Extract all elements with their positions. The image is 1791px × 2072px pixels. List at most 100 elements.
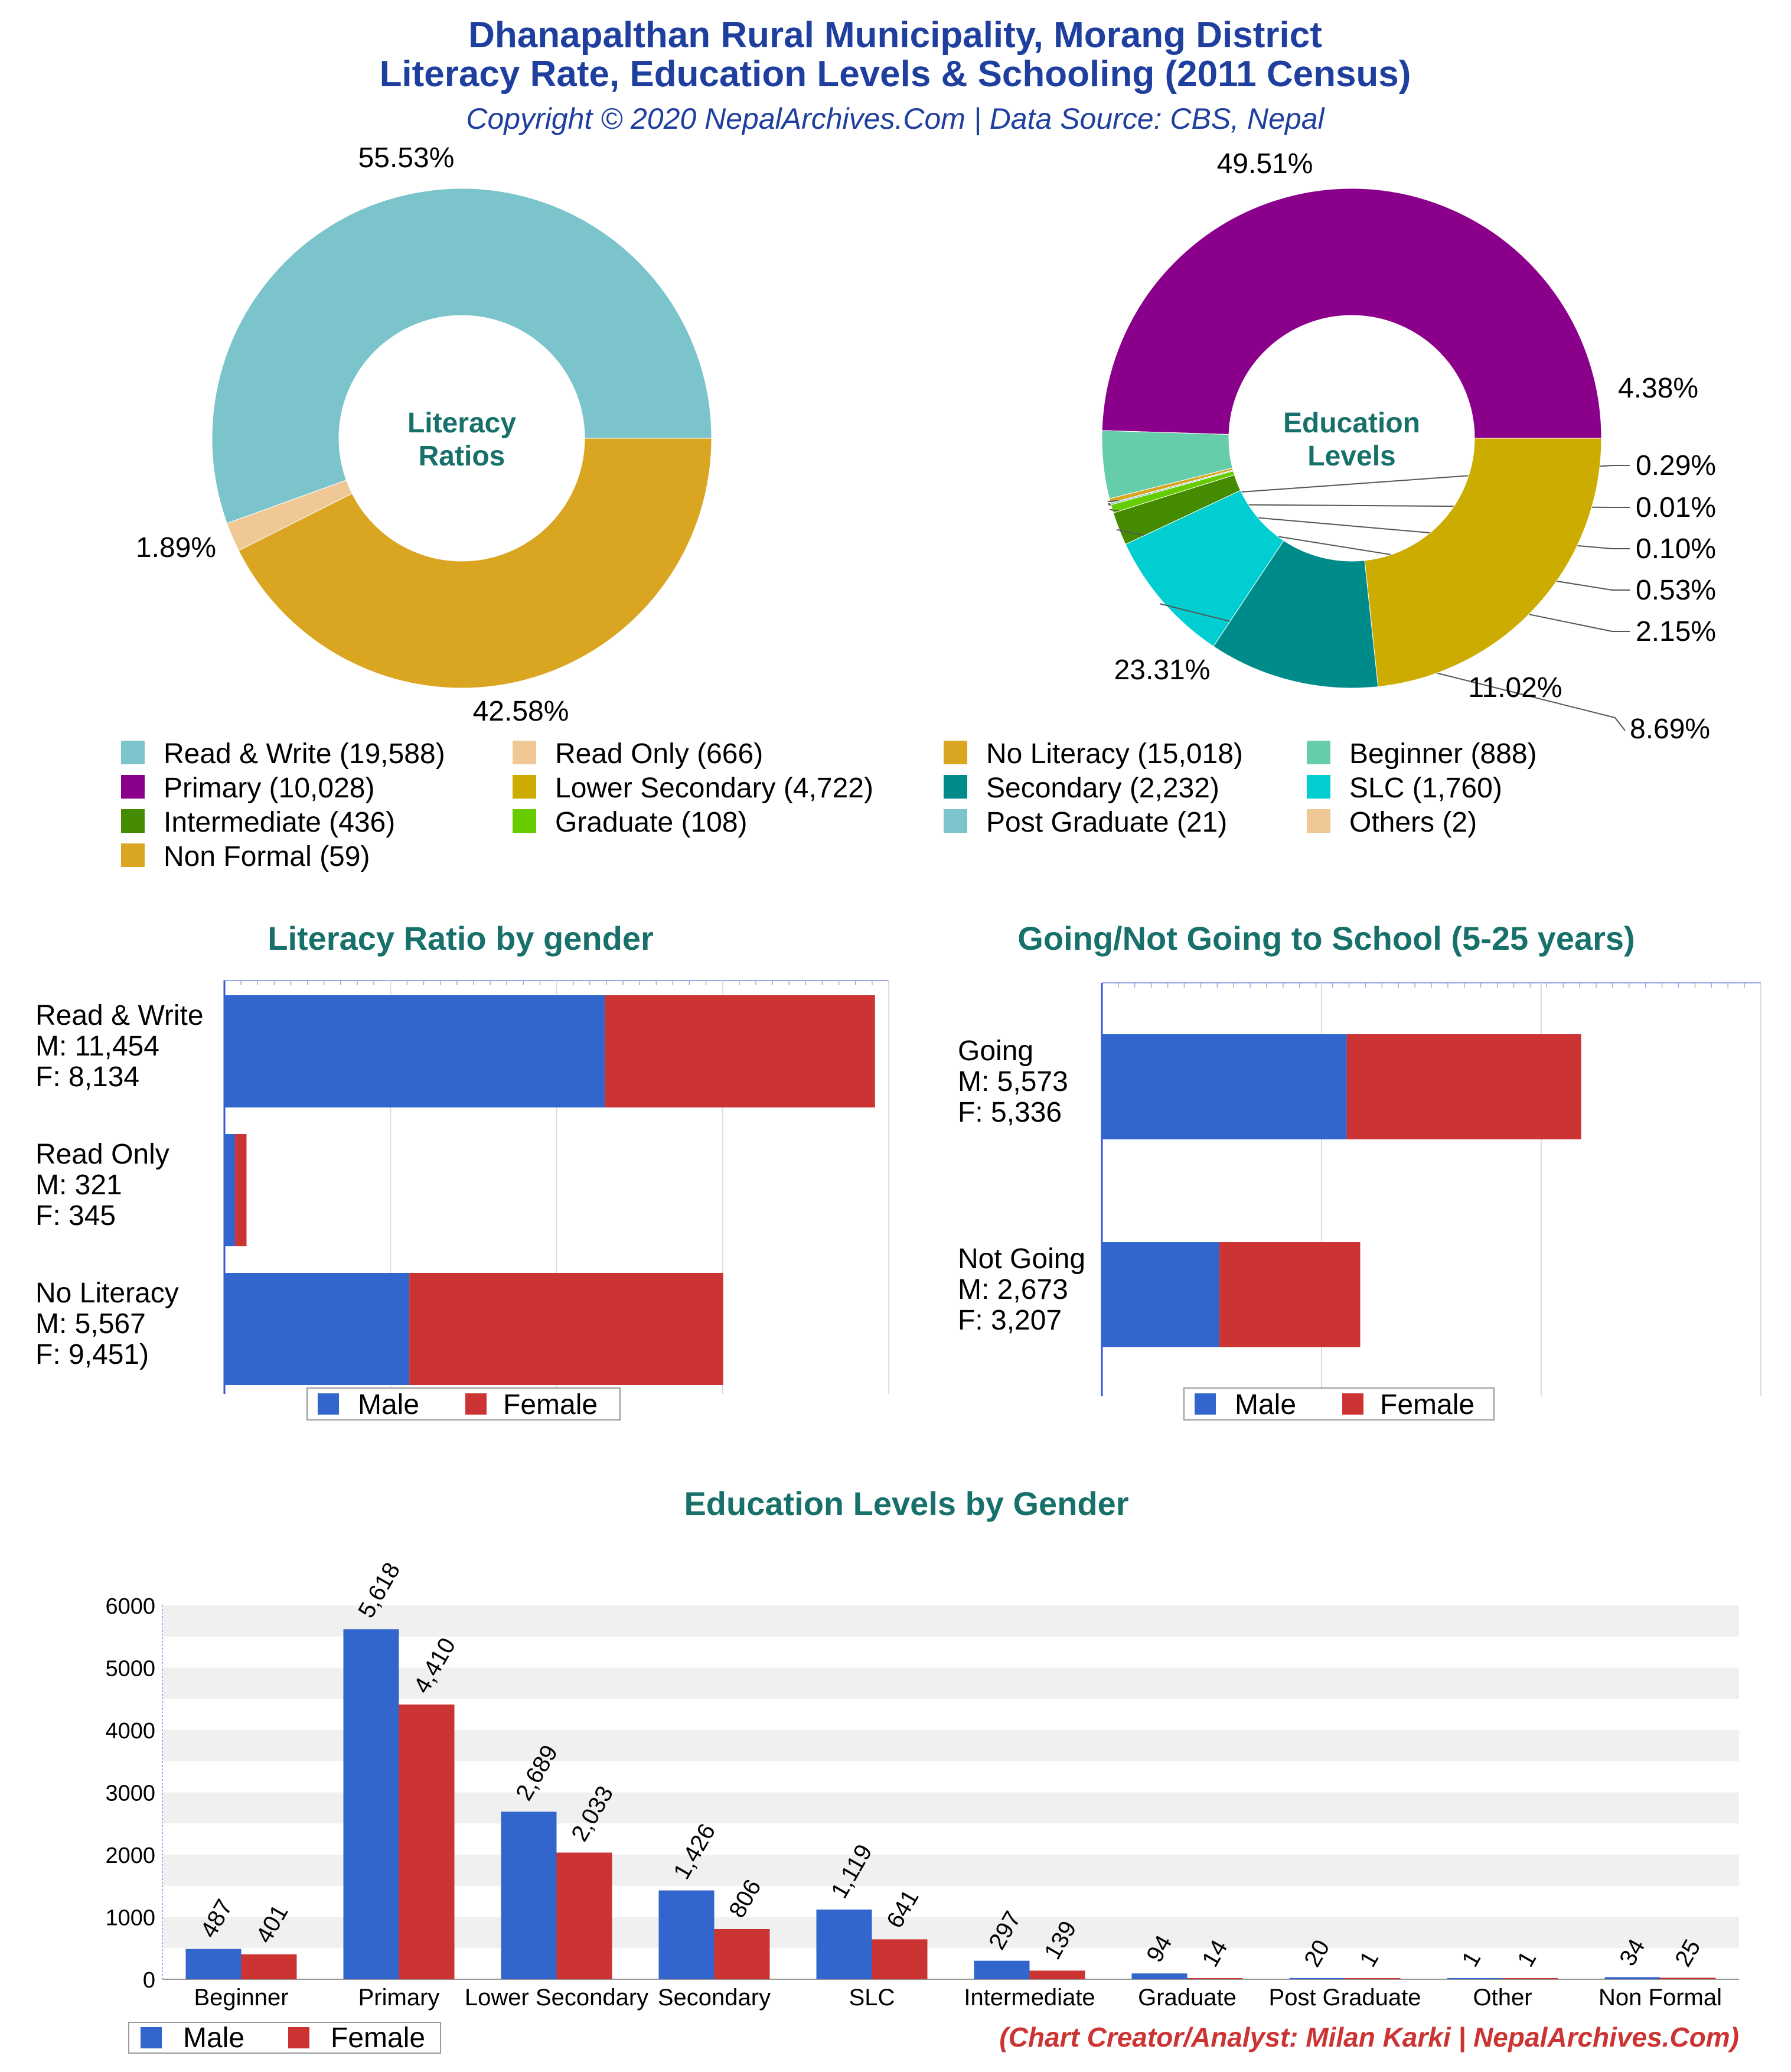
category-label: M: 5,567 xyxy=(35,1308,146,1340)
bar-female xyxy=(1345,1978,1401,1979)
percent-label: 0.01% xyxy=(1636,492,1716,523)
legend-label: Read Only (666) xyxy=(555,738,763,770)
legend-label: Others (2) xyxy=(1349,807,1477,838)
bar-female xyxy=(556,1852,612,1979)
legend-box xyxy=(128,2022,441,2054)
category-label: F: 8,134 xyxy=(35,1061,139,1093)
legend-swatch xyxy=(944,775,967,799)
percent-label: 49.51% xyxy=(1217,148,1313,180)
category-label: No Literacy xyxy=(35,1278,179,1309)
bar-male xyxy=(1102,1034,1347,1139)
bar-male xyxy=(224,995,605,1107)
copyright-line: Copyright © 2020 NepalArchives.Com | Dat… xyxy=(466,102,1325,136)
percent-label: 42.58% xyxy=(473,696,569,727)
category-label: M: 321 xyxy=(35,1169,122,1201)
y-tick-label: 2000 xyxy=(105,1843,155,1868)
x-tick-label: Lower Secondary xyxy=(465,1985,648,2011)
bar-male xyxy=(1289,1977,1345,1979)
legend-swatch xyxy=(513,741,536,764)
category-label: Not Going xyxy=(958,1243,1085,1275)
legend-label: SLC (1,760) xyxy=(1349,773,1502,804)
grid-band xyxy=(162,1667,1739,1699)
bar-male xyxy=(1131,1973,1188,1979)
legend-swatch xyxy=(513,809,536,833)
legend-swatch xyxy=(513,775,536,799)
x-tick-label: SLC xyxy=(849,1985,895,2011)
legend-label: Lower Secondary (4,722) xyxy=(555,773,873,804)
y-tick-label: 1000 xyxy=(105,1906,155,1931)
percent-label: 0.10% xyxy=(1636,533,1716,565)
donut-center-label: Levels xyxy=(1307,441,1395,472)
gender-legend: Male Female xyxy=(128,2022,441,2054)
x-tick-label: Intermediate xyxy=(964,1985,1095,2011)
percent-label: 1.89% xyxy=(136,532,216,563)
percent-label: 8.69% xyxy=(1630,714,1710,745)
bar-male xyxy=(224,1134,236,1246)
percent-label: 2.15% xyxy=(1636,616,1716,647)
category-label: F: 3,207 xyxy=(958,1305,1062,1336)
legend-swatch xyxy=(288,2027,309,2048)
grid-band xyxy=(162,1636,1739,1668)
school-going-title: Going/Not Going to School (5-25 years) xyxy=(1017,920,1635,957)
bar-female xyxy=(1187,1978,1243,1979)
x-tick-label: Beginner xyxy=(194,1985,288,2011)
bar-male xyxy=(816,1909,872,1979)
legend-label: Male xyxy=(358,1389,419,1421)
legend-label: Post Graduate (21) xyxy=(986,807,1227,838)
x-tick-label: Non Formal xyxy=(1598,1985,1722,2011)
category-label: Read Only xyxy=(35,1139,169,1170)
donut-center-label: Ratios xyxy=(419,441,505,472)
education-by-gender-title: Education Levels by Gender xyxy=(684,1485,1128,1522)
percent-label: 0.29% xyxy=(1636,450,1716,481)
legend-label: Beginner (888) xyxy=(1349,738,1537,770)
legend-swatch xyxy=(121,741,145,764)
x-tick-label: Primary xyxy=(358,1985,440,2011)
percent-label: 4.38% xyxy=(1618,373,1698,404)
bar-male xyxy=(343,1629,399,1979)
legend-box xyxy=(306,1387,621,1421)
bar-male xyxy=(974,1960,1030,1979)
legend-label: Intermediate (436) xyxy=(164,807,395,838)
bar-female xyxy=(872,1939,928,1979)
bar-male xyxy=(185,1949,242,1979)
y-tick-label: 6000 xyxy=(105,1594,155,1619)
education-levels-donut: 49.51% 4.38% 0.29% 0.01% 0.10% 0.53% 2.15% 8.69… xyxy=(1101,148,1716,745)
leader-line xyxy=(1107,465,1630,503)
category-label: Read & Write xyxy=(35,1000,204,1031)
y-tick-label: 4000 xyxy=(105,1719,155,1744)
donut-slice xyxy=(1213,540,1379,689)
leader-line xyxy=(1108,503,1630,508)
bar-female xyxy=(1502,1978,1558,1979)
category-label: M: 2,673 xyxy=(958,1274,1068,1305)
grid-band xyxy=(162,1605,1739,1637)
legend-swatch xyxy=(1307,741,1330,764)
legend-label: Male xyxy=(183,2022,244,2054)
category-label: M: 5,573 xyxy=(958,1066,1068,1097)
legend-box xyxy=(1183,1387,1495,1421)
bar-male xyxy=(224,1273,410,1385)
legend-label: Secondary (2,232) xyxy=(986,773,1219,804)
bar-female xyxy=(605,995,875,1107)
category-label: F: 5,336 xyxy=(958,1097,1062,1128)
donut-slice xyxy=(238,438,712,689)
category-label: F: 345 xyxy=(35,1200,116,1232)
page-title-line2: Literacy Rate, Education Levels & School… xyxy=(380,54,1411,95)
legend-swatch xyxy=(121,809,145,833)
percent-label: 55.53% xyxy=(358,142,455,174)
category-label: Going xyxy=(958,1035,1033,1067)
legend-label: Primary (10,028) xyxy=(164,773,374,804)
leader-line xyxy=(1108,504,1630,549)
bar-male xyxy=(1447,1978,1503,1979)
legend-label: Non Formal (59) xyxy=(164,841,370,872)
bar-female xyxy=(235,1134,247,1246)
bar-female xyxy=(409,1273,723,1385)
legend-swatch xyxy=(944,809,967,833)
legend-swatch xyxy=(1342,1393,1363,1415)
percent-label: 23.31% xyxy=(1114,654,1211,686)
bar-female xyxy=(1346,1034,1581,1139)
legend-label: Male xyxy=(1235,1389,1296,1421)
bar-female xyxy=(1029,1970,1085,1979)
x-tick-label: Graduate xyxy=(1138,1985,1237,2011)
